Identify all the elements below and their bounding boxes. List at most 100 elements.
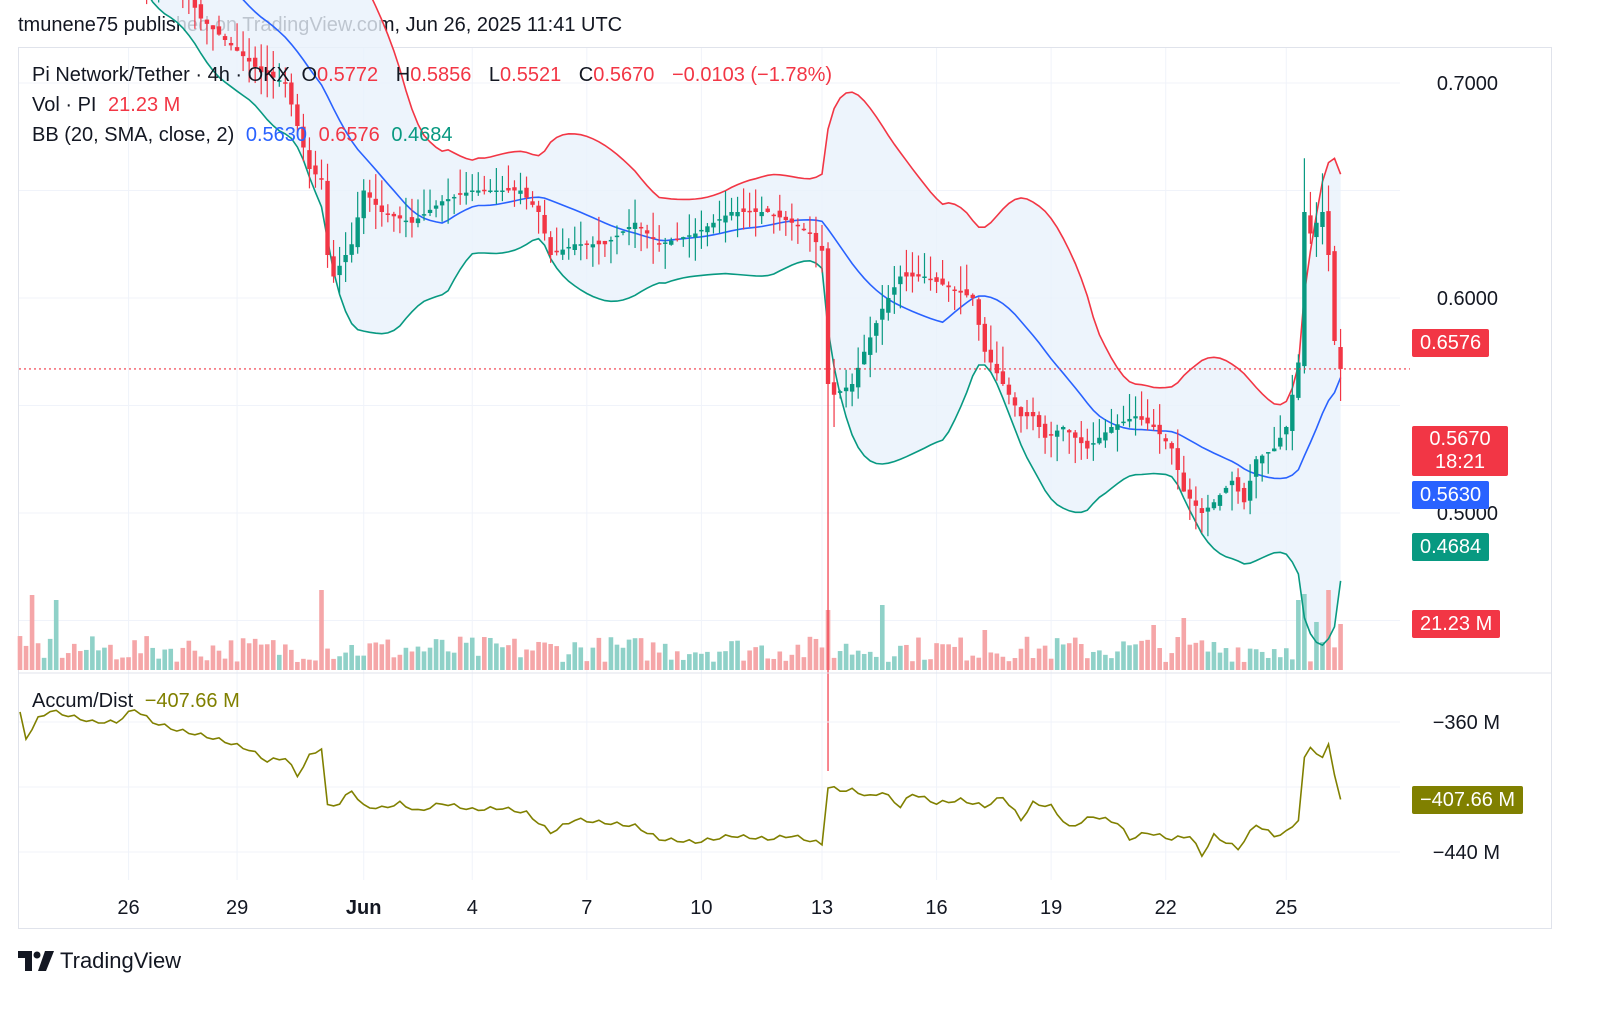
candle-body: [638, 226, 644, 229]
volume-bar: [831, 657, 837, 670]
candle-body: [1157, 424, 1162, 435]
candle-body: [246, 57, 252, 62]
candle: [777, 194, 782, 231]
candle: [445, 178, 451, 224]
candlesticks: [146, 0, 1343, 771]
candle-body: [240, 51, 246, 57]
candle-body: [868, 337, 873, 355]
candle: [1054, 424, 1060, 462]
candle-body: [862, 351, 867, 365]
volume-bar: [554, 646, 559, 670]
candle-body: [349, 244, 354, 255]
volume-bar: [1181, 618, 1187, 670]
volume-label: Vol · PI: [32, 94, 97, 116]
candle: [638, 222, 644, 252]
candle-body: [1253, 459, 1259, 477]
volume-bar: [108, 644, 113, 670]
candle: [1091, 422, 1096, 461]
candle-body: [747, 210, 752, 213]
candle: [1235, 468, 1241, 504]
candle: [536, 200, 541, 234]
volume-bar: [427, 647, 433, 670]
price-tick-label: 0.7000: [1437, 73, 1498, 95]
candle-body: [1175, 448, 1180, 470]
symbol-label[interactable]: Pi Network/Tether · 4h · OKX: [32, 64, 290, 86]
candle: [188, 0, 190, 14]
volume-bar: [644, 660, 650, 670]
last-price-tag-value: 0.5670: [1429, 428, 1491, 450]
candle: [379, 180, 384, 227]
volume-bar: [96, 650, 101, 670]
candle: [1127, 394, 1132, 428]
candle: [898, 265, 903, 309]
candle: [1121, 405, 1126, 426]
candle: [146, 0, 148, 5]
candle: [457, 169, 463, 205]
candle-body: [494, 190, 499, 192]
candle-body: [367, 192, 372, 198]
volume-bar: [1296, 600, 1301, 670]
candle-body: [663, 242, 668, 244]
volume-bar: [873, 656, 879, 670]
candle-body: [542, 214, 547, 234]
candle: [892, 266, 897, 314]
volume-bar: [602, 661, 608, 670]
volume-legend[interactable]: Vol · PI 21.23 M: [32, 94, 186, 117]
candle: [928, 256, 933, 291]
candle: [1199, 498, 1205, 533]
volume-bar: [355, 655, 360, 670]
volume-bar: [343, 652, 348, 670]
tradingview-logo[interactable]: TradingView: [18, 948, 181, 974]
candle: [530, 191, 535, 208]
candle-body: [1290, 394, 1295, 431]
candle-body: [319, 178, 324, 180]
candle-body: [216, 26, 222, 35]
candle: [982, 317, 987, 363]
candle: [301, 113, 306, 162]
candle: [240, 31, 246, 72]
candle: [669, 237, 674, 246]
candle-body: [1284, 427, 1289, 435]
candle-body: [958, 290, 963, 293]
volume-bar: [331, 658, 336, 670]
candle-body: [331, 256, 336, 277]
accum-dist-legend[interactable]: Accum/Dist −407.66 M: [32, 690, 246, 713]
candle-body: [1338, 347, 1343, 369]
volume-bar: [867, 651, 873, 670]
candle-body: [789, 218, 795, 223]
candle-body: [1115, 424, 1120, 430]
candle: [1030, 397, 1036, 431]
candle-body: [548, 237, 553, 255]
candle-body: [910, 272, 915, 277]
volume-bar: [204, 660, 210, 670]
candle-body: [1229, 480, 1235, 486]
candle: [843, 369, 849, 408]
candle: [632, 199, 638, 248]
volume-bar: [705, 651, 710, 670]
candle: [976, 297, 981, 341]
volume-bar: [379, 644, 385, 670]
bollinger-lower-value: 0.4684: [391, 124, 453, 146]
candle-body: [735, 212, 740, 217]
candle: [783, 211, 789, 236]
volume-bar: [1109, 658, 1114, 670]
candle-body: [277, 80, 282, 82]
volume-bar: [970, 655, 976, 670]
volume-bar: [252, 638, 258, 670]
volume-bar: [451, 652, 457, 670]
bollinger-legend[interactable]: BB (20, SMA, close, 2) 0.5630 0.6576 0.4…: [32, 124, 459, 147]
volume-bar: [53, 600, 59, 670]
volume-bar: [337, 656, 342, 670]
time-axis: 26 29 Jun 4 7 10 13 16 19 22 25: [117, 897, 1297, 919]
volume-bar: [681, 659, 686, 670]
candle: [518, 172, 523, 205]
volume-bar: [922, 659, 927, 670]
candle: [807, 216, 813, 252]
volume-bar: [180, 647, 186, 670]
volume-bar: [367, 643, 373, 670]
candle: [1012, 392, 1018, 417]
candle: [295, 93, 300, 136]
candle-body: [626, 227, 632, 230]
candle-body: [1332, 251, 1337, 341]
